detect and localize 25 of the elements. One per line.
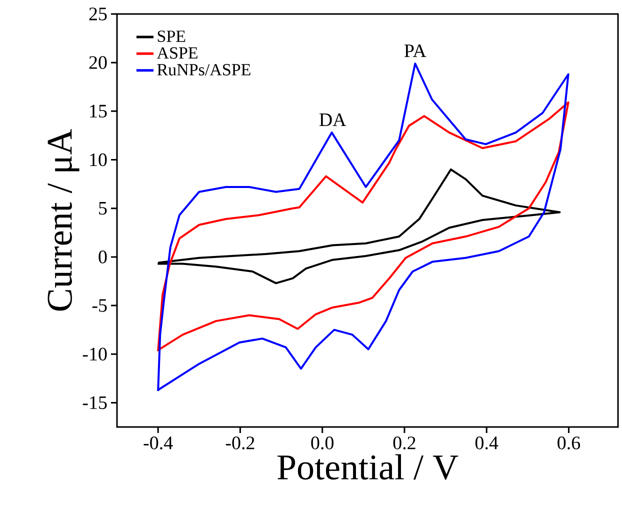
- x-tick-label: -0.4: [144, 436, 173, 450]
- x-tick-label: 0.2: [393, 436, 416, 450]
- legend-label: SPE: [158, 30, 186, 42]
- legend-label: ASPE: [156, 47, 198, 59]
- x-tick-label: 0.0: [311, 436, 334, 450]
- line-series: [156, 168, 561, 284]
- x-tick-label: 0.6: [558, 436, 580, 450]
- annotation: DA: [319, 113, 346, 126]
- x-tick-label: 0.4: [475, 436, 498, 450]
- y-tick-label: -5: [92, 299, 107, 312]
- line-series: [157, 101, 570, 352]
- y-tick-label: -15: [82, 396, 107, 410]
- y-tick-label: 25: [89, 8, 107, 20]
- y-tick-label: -10: [82, 348, 107, 361]
- line-series: [157, 62, 570, 392]
- y-tick-label: 20: [89, 56, 107, 69]
- x-axis-title: Potential / V: [278, 454, 458, 480]
- y-tick-label: 0: [98, 250, 107, 264]
- y-tick-label: 15: [90, 104, 107, 118]
- y-tick-label: 5: [99, 202, 107, 215]
- y-tick-label: 10: [90, 153, 107, 166]
- y-axis-title: Current / μA: [48, 129, 80, 311]
- annotation: PA: [404, 44, 426, 58]
- legend-label: RuNPs/ASPE: [157, 64, 250, 76]
- x-tick-label: -0.2: [226, 436, 254, 450]
